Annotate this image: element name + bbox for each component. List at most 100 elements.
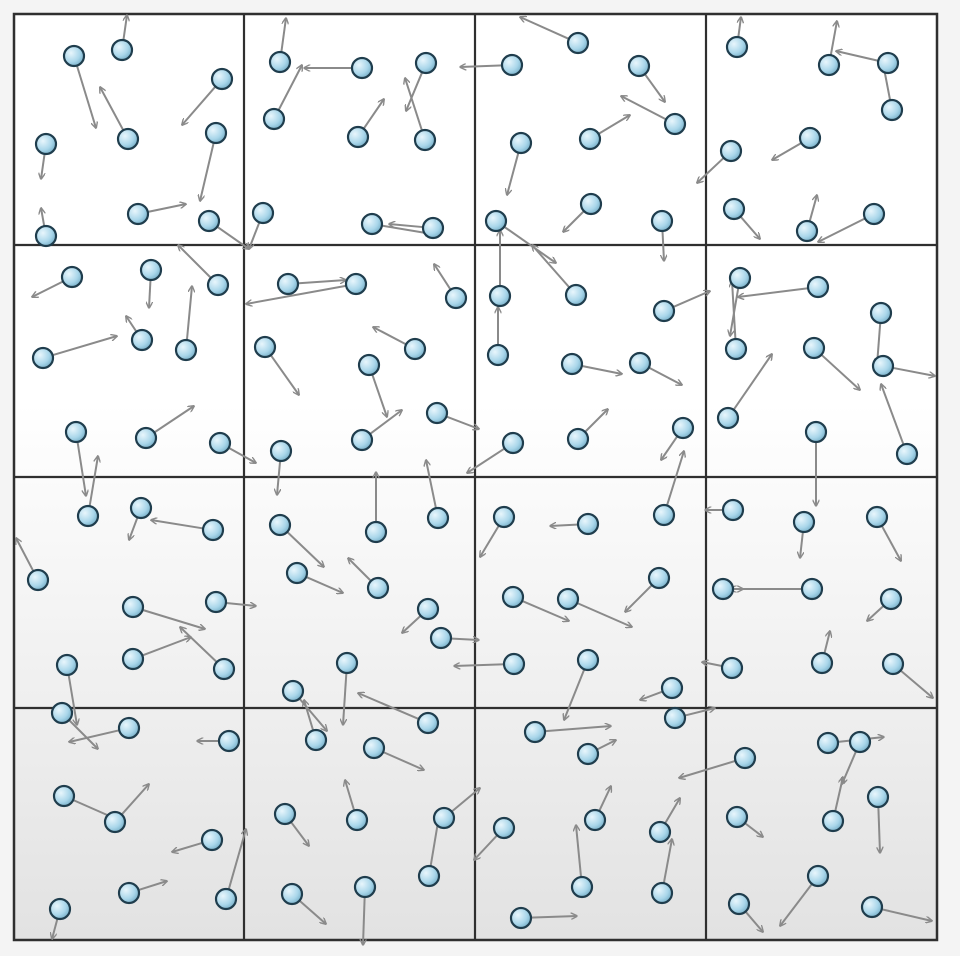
- velocity-arrow: [224, 603, 256, 606]
- velocity-arrow: [381, 750, 424, 770]
- particle: [880, 98, 904, 122]
- velocity-arrow: [373, 327, 408, 346]
- particle: [55, 653, 79, 677]
- particle: [862, 202, 886, 226]
- particle: [110, 38, 134, 62]
- particle: [570, 875, 594, 899]
- particle: [273, 802, 297, 826]
- velocity-arrow: [141, 608, 205, 629]
- velocity-arrow: [76, 440, 86, 496]
- particle: [126, 202, 150, 226]
- particle: [724, 337, 748, 361]
- particle: [251, 201, 275, 225]
- velocity-arrow: [100, 87, 125, 132]
- velocity-arrow: [405, 78, 424, 132]
- particle: [720, 656, 744, 680]
- particle: [200, 828, 224, 852]
- velocity-arrow: [348, 558, 373, 583]
- particle: [52, 784, 76, 808]
- particle: [281, 679, 305, 703]
- velocity-arrow: [368, 410, 402, 436]
- particle: [583, 808, 607, 832]
- particle: [560, 352, 584, 376]
- particle: [725, 805, 749, 829]
- velocity-arrow: [16, 538, 35, 573]
- particle: [217, 729, 241, 753]
- particle: [214, 887, 238, 911]
- particle: [121, 647, 145, 671]
- velocity-arrow: [362, 99, 384, 131]
- velocity-arrow: [120, 784, 149, 816]
- velocity-arrow: [880, 524, 901, 561]
- velocity-arrow: [891, 366, 935, 376]
- particle: [871, 354, 895, 378]
- particle: [492, 505, 516, 529]
- particle: [501, 431, 525, 455]
- velocity-arrow: [899, 669, 933, 698]
- velocity-arrow: [800, 530, 803, 558]
- velocity-arrow: [576, 825, 583, 879]
- velocity-arrow: [137, 881, 167, 892]
- velocity-arrow: [529, 916, 577, 918]
- particle: [488, 284, 512, 308]
- particle: [725, 35, 749, 59]
- velocity-arrow: [808, 195, 817, 223]
- particle: [484, 209, 508, 233]
- particle: [335, 651, 359, 675]
- velocity-arrow: [697, 156, 726, 183]
- particle: [647, 566, 671, 590]
- particle: [722, 197, 746, 221]
- velocity-arrow: [67, 673, 77, 725]
- velocity-arrow: [51, 336, 117, 357]
- particle: [26, 568, 50, 592]
- velocity-arrow: [200, 141, 215, 201]
- particle: [502, 652, 526, 676]
- particle: [579, 192, 603, 216]
- velocity-arrow: [146, 204, 186, 214]
- velocity-arrow: [474, 833, 499, 860]
- velocity-arrow: [285, 530, 324, 567]
- velocity-arrow: [867, 604, 886, 621]
- particle: [719, 139, 743, 163]
- velocity-arrow: [185, 286, 192, 342]
- particle: [509, 131, 533, 155]
- velocity-arrow: [289, 820, 309, 846]
- velocity-arrow: [702, 662, 724, 668]
- particle: [346, 125, 370, 149]
- velocity-arrow: [52, 917, 59, 939]
- velocity-arrow: [370, 373, 387, 417]
- velocity-arrow: [597, 115, 630, 136]
- particle: [650, 209, 674, 233]
- velocity-arrow: [819, 353, 860, 390]
- velocity-arrow: [621, 96, 668, 121]
- particle: [413, 128, 437, 152]
- velocity-arrow: [671, 291, 710, 309]
- velocity-arrow: [836, 51, 880, 62]
- velocity-arrow: [280, 18, 286, 54]
- particle: [798, 126, 822, 150]
- velocity-arrow: [249, 221, 261, 249]
- velocity-arrow: [662, 839, 672, 885]
- velocity-arrow: [647, 366, 682, 385]
- particle: [201, 518, 225, 542]
- particle: [421, 216, 445, 240]
- particle: [117, 881, 141, 905]
- velocity-arrow: [149, 278, 151, 308]
- particle: [876, 51, 900, 75]
- velocity-arrow: [141, 637, 191, 657]
- particle: [866, 785, 890, 809]
- particle: [576, 648, 600, 672]
- particle: [501, 585, 525, 609]
- particle: [869, 301, 893, 325]
- velocity-arrow: [665, 451, 684, 507]
- velocity-arrow: [126, 316, 138, 334]
- particle: [523, 720, 547, 744]
- particle: [663, 112, 687, 136]
- particle: [304, 728, 328, 752]
- particle: [350, 428, 374, 452]
- particle: [509, 906, 533, 930]
- velocity-arrow: [744, 910, 763, 932]
- velocity-arrow: [75, 64, 96, 128]
- velocity-arrow: [575, 601, 632, 627]
